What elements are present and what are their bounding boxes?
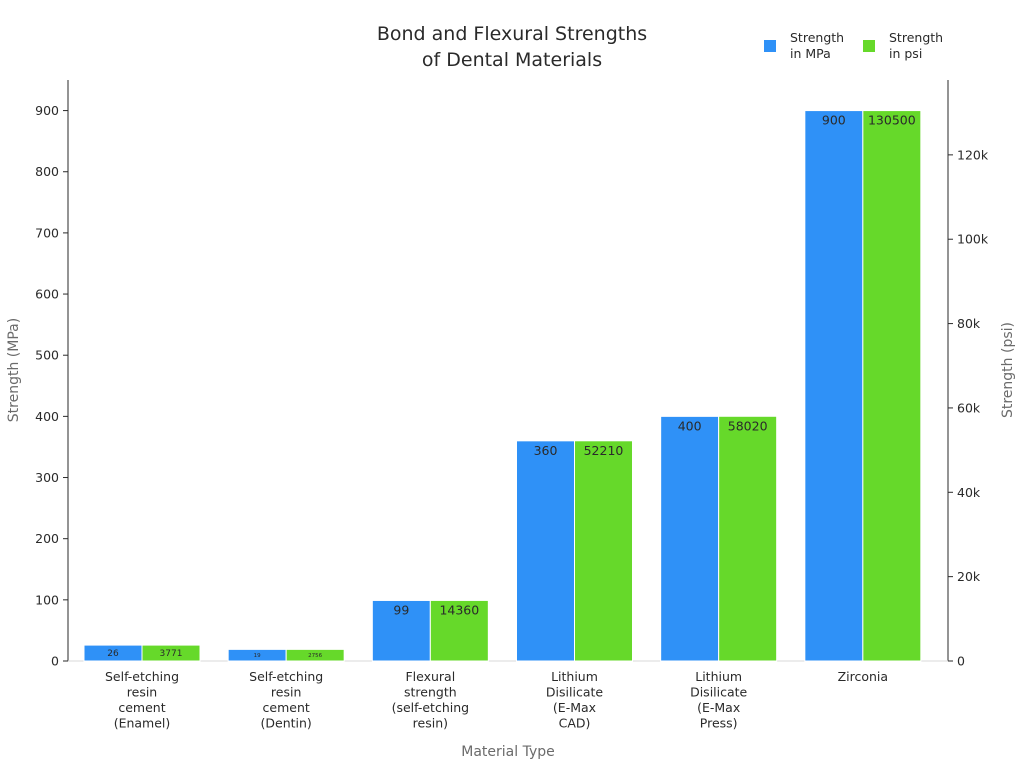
x-category-label: CAD) — [559, 716, 591, 731]
y-tick-label: 800 — [35, 164, 59, 179]
x-category-label: resin — [127, 685, 157, 700]
legend-label: Strength — [790, 30, 844, 45]
x-category-label: Self-etching — [105, 669, 179, 684]
bar-psi-label: 52210 — [584, 443, 624, 458]
bar-mpa — [660, 415, 720, 662]
bar-psi — [141, 644, 201, 662]
y-tick-label: 600 — [35, 287, 59, 302]
y2-axis-title: Strength (psi) — [1000, 322, 1016, 418]
bar-psi — [862, 110, 922, 662]
y-tick-label: 700 — [35, 225, 59, 240]
y2-tick-label: 40k — [957, 485, 981, 500]
x-category-label: (E-Max — [553, 700, 596, 715]
x-category-label: (Enamel) — [114, 716, 171, 731]
x-category-label: resin — [271, 685, 301, 700]
y-tick-label: 100 — [35, 592, 59, 607]
legend-swatch — [863, 40, 875, 52]
chart-title-line: of Dental Materials — [422, 49, 602, 71]
x-category-label: Press) — [700, 716, 738, 731]
x-category-label: (E-Max — [697, 700, 740, 715]
bar-mpa-label: 400 — [678, 418, 702, 433]
bar-psi-label: 58020 — [728, 418, 768, 433]
y2-tick-label: 20k — [957, 569, 981, 584]
legend-label: in psi — [889, 46, 922, 61]
bar-psi — [429, 599, 489, 662]
y-tick-label: 500 — [35, 348, 59, 363]
x-category-label: Disilicate — [546, 685, 603, 700]
y2-tick-label: 0 — [957, 654, 965, 669]
bar-psi-label: 14360 — [439, 602, 479, 617]
bar-psi — [285, 648, 345, 662]
x-category-label: strength — [404, 685, 457, 700]
x-axis-title: Material Type — [461, 744, 554, 760]
bar-psi-label: 3771 — [160, 649, 183, 659]
bar-psi — [718, 415, 778, 662]
bar-mpa-label: 360 — [534, 443, 558, 458]
y-tick-label: 300 — [35, 470, 59, 485]
x-category-label: Zirconia — [838, 669, 888, 684]
y-tick-label: 0 — [51, 654, 59, 669]
x-category-label: (self-etching — [392, 700, 470, 715]
legend-label: Strength — [889, 30, 943, 45]
bar-mpa — [804, 110, 864, 662]
x-category-label: Lithium — [551, 669, 598, 684]
x-category-label: Self-etching — [249, 669, 323, 684]
x-category-label: cement — [118, 700, 165, 715]
bar-psi-label: 130500 — [868, 113, 916, 128]
x-category-label: resin) — [413, 716, 448, 731]
y-tick-label: 200 — [35, 531, 59, 546]
x-category-label: (Dentin) — [261, 716, 312, 731]
y-tick-label: 400 — [35, 409, 59, 424]
y2-tick-label: 80k — [957, 316, 981, 331]
legend-label: in MPa — [790, 46, 831, 61]
legend-swatch — [764, 40, 776, 52]
bar-mpa-label: 900 — [822, 113, 846, 128]
y-axis-title: Strength (MPa) — [6, 318, 22, 422]
bar-mpa-label: 26 — [107, 649, 119, 659]
x-category-label: Disilicate — [690, 685, 747, 700]
bar-mpa-label: 19 — [254, 653, 261, 659]
bar-mpa-label: 99 — [393, 602, 409, 617]
chart-title-line: Bond and Flexural Strengths — [377, 23, 647, 45]
bar-mpa — [516, 440, 575, 662]
x-category-label: Flexural — [405, 669, 455, 684]
x-category-label: cement — [263, 700, 310, 715]
bar-psi-label: 2756 — [308, 653, 322, 659]
bar-mpa — [371, 599, 431, 662]
x-category-label: Lithium — [695, 669, 742, 684]
y-tick-label: 900 — [35, 103, 59, 118]
y2-tick-label: 100k — [957, 232, 989, 247]
bar-psi — [574, 440, 633, 662]
y2-tick-label: 120k — [957, 147, 989, 162]
y2-tick-label: 60k — [957, 400, 981, 415]
